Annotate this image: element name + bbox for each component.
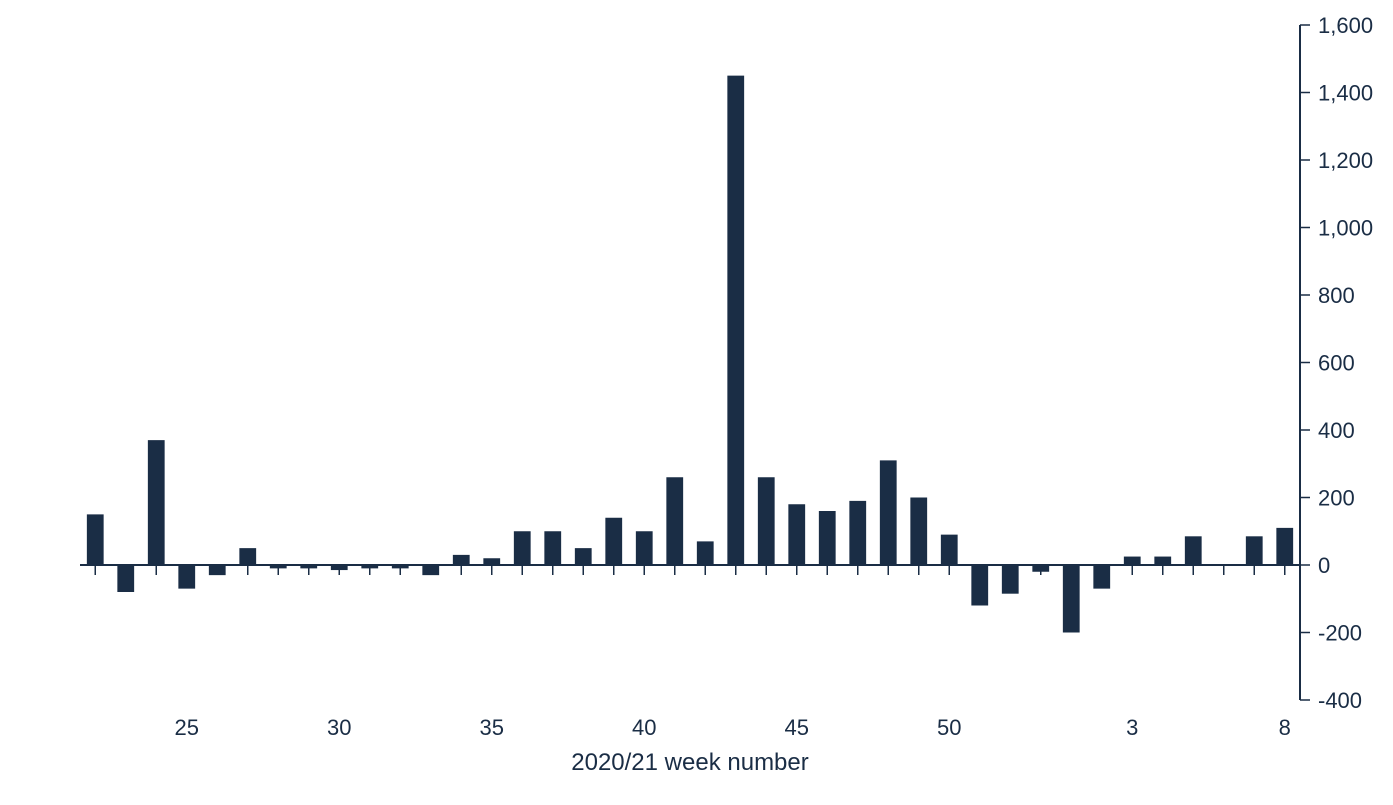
bar	[666, 477, 683, 565]
bar	[727, 76, 744, 565]
bar	[880, 460, 897, 565]
x-tick-label: 50	[937, 715, 961, 740]
x-tick-label: 40	[632, 715, 656, 740]
bar	[819, 511, 836, 565]
y-tick-label: 800	[1318, 283, 1355, 308]
bar	[849, 501, 866, 565]
y-tick-label: 400	[1318, 418, 1355, 443]
y-tick-label: 1,600	[1318, 13, 1373, 38]
y-tick-label: 1,400	[1318, 81, 1373, 106]
bar	[941, 535, 958, 565]
y-tick-label: 1,000	[1318, 216, 1373, 241]
x-axis-title: 2020/21 week number	[571, 749, 809, 776]
bar	[1063, 565, 1080, 633]
bar	[697, 541, 714, 565]
bar	[1276, 528, 1293, 565]
x-tick-label: 3	[1126, 715, 1138, 740]
x-tick-label: 8	[1279, 715, 1291, 740]
bar	[87, 514, 104, 565]
y-tick-label: 600	[1318, 351, 1355, 376]
y-tick-label: 200	[1318, 486, 1355, 511]
bar	[453, 555, 470, 565]
y-tick-label: 1,200	[1318, 148, 1373, 173]
bar	[1246, 536, 1263, 565]
x-tick-label: 45	[785, 715, 809, 740]
bar	[1124, 557, 1141, 565]
x-tick-label: 25	[175, 715, 199, 740]
bar	[788, 504, 805, 565]
chart-svg: 25 30 35 40 45 50 3 8 2020/21 week number -400 -20…	[0, 0, 1393, 800]
bar	[636, 531, 653, 565]
y-tick-label: -200	[1318, 621, 1362, 646]
bar	[1185, 536, 1202, 565]
bar	[605, 518, 622, 565]
bar	[544, 531, 561, 565]
y-tick-label: 0	[1318, 553, 1330, 578]
y-tick-label: -400	[1318, 688, 1362, 713]
x-tick-label: 35	[480, 715, 504, 740]
bar	[239, 548, 256, 565]
bar	[148, 440, 165, 565]
bar	[1154, 557, 1171, 565]
x-tick-label: 30	[327, 715, 351, 740]
bar-chart: 25 30 35 40 45 50 3 8 2020/21 week number -400 -20…	[0, 0, 1393, 800]
bar	[575, 548, 592, 565]
bar	[514, 531, 531, 565]
bar	[910, 498, 927, 566]
bar	[483, 558, 500, 565]
bar	[758, 477, 775, 565]
